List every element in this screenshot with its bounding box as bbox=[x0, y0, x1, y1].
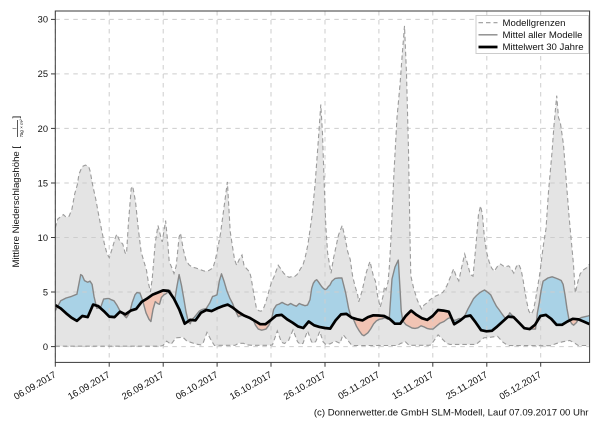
svg-text:l: l bbox=[12, 127, 18, 129]
svg-text:5: 5 bbox=[43, 287, 48, 297]
svg-text:20: 20 bbox=[38, 124, 48, 134]
svg-text:Tag × m²: Tag × m² bbox=[19, 119, 24, 138]
svg-text:Mittlere Niederschlagshöhe [: Mittlere Niederschlagshöhe [ bbox=[11, 146, 22, 268]
svg-text:(c) Donnerwetter.de GmbH SLM-M: (c) Donnerwetter.de GmbH SLM-Modell, Lau… bbox=[314, 407, 589, 418]
svg-text:30: 30 bbox=[38, 15, 48, 25]
svg-text:15: 15 bbox=[38, 178, 48, 188]
svg-text:Modellgrenzen: Modellgrenzen bbox=[503, 18, 566, 29]
svg-text:0: 0 bbox=[43, 342, 48, 352]
svg-text:Mittelwert 30 Jahre: Mittelwert 30 Jahre bbox=[503, 42, 584, 53]
svg-text:10: 10 bbox=[38, 233, 48, 243]
svg-text:]: ] bbox=[11, 116, 22, 119]
svg-text:Mittel aller Modelle: Mittel aller Modelle bbox=[503, 30, 583, 41]
svg-text:25: 25 bbox=[38, 69, 48, 79]
